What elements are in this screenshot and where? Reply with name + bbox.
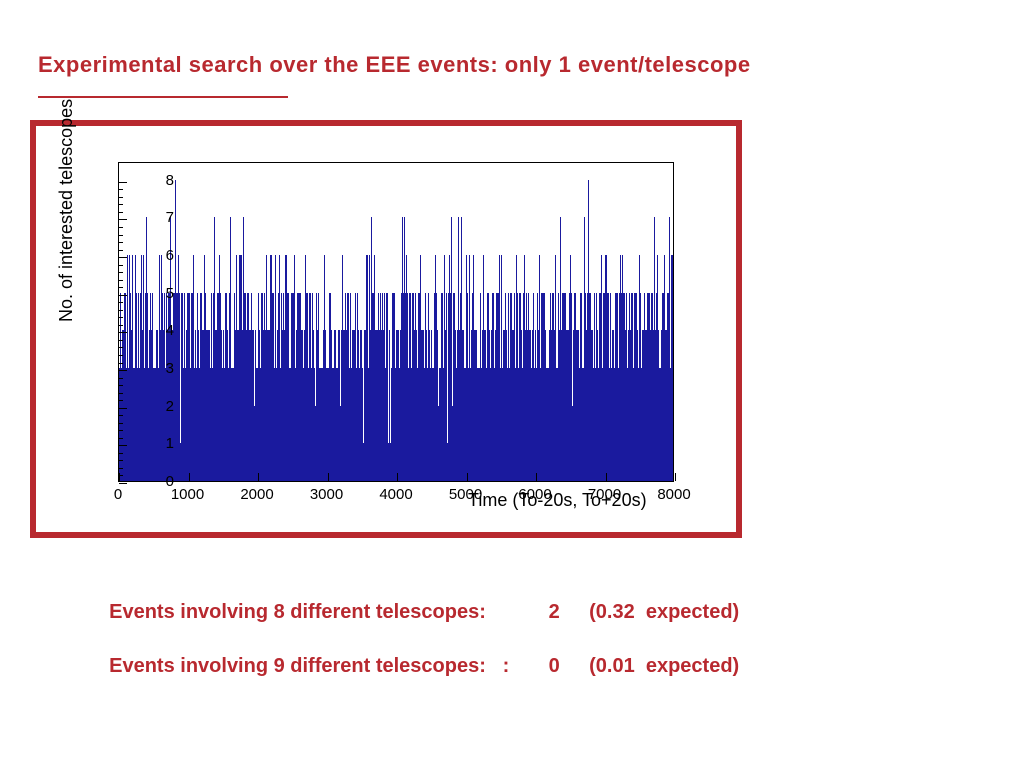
- x-tick-label: 8000: [657, 486, 690, 503]
- result-line-8: Events involving 8 different telescopes:…: [98, 578, 739, 624]
- x-tick-mark: [467, 473, 468, 481]
- chart-axes: [118, 162, 674, 482]
- y-tick-mark: [119, 332, 127, 333]
- y-tick-label: 6: [166, 247, 174, 264]
- y-minor-tick: [119, 393, 123, 394]
- title-text: Experimental search over the EEE events:…: [38, 52, 751, 77]
- x-tick-label: 7000: [588, 486, 621, 503]
- y-minor-tick: [119, 438, 123, 439]
- y-minor-tick: [119, 189, 123, 190]
- x-tick-mark: [258, 473, 259, 481]
- y-minor-tick: [119, 197, 123, 198]
- y-minor-tick: [119, 204, 123, 205]
- x-tick-mark: [397, 473, 398, 481]
- y-minor-tick: [119, 460, 123, 461]
- y-minor-tick: [119, 325, 123, 326]
- y-tick-mark: [119, 445, 127, 446]
- x-tick-label: 0: [114, 486, 122, 503]
- x-tick-label: 4000: [379, 486, 412, 503]
- y-minor-tick: [119, 340, 123, 341]
- y-minor-tick: [119, 302, 123, 303]
- x-tick-mark: [119, 473, 120, 481]
- y-minor-tick: [119, 235, 123, 236]
- y-tick-mark: [119, 257, 127, 258]
- y-minor-tick: [119, 212, 123, 213]
- y-minor-tick: [119, 310, 123, 311]
- x-tick-label: 6000: [518, 486, 551, 503]
- y-minor-tick: [119, 468, 123, 469]
- y-minor-tick: [119, 272, 123, 273]
- y-tick-label: 4: [166, 322, 174, 339]
- y-minor-tick: [119, 227, 123, 228]
- y-minor-tick: [119, 453, 123, 454]
- y-minor-tick: [119, 317, 123, 318]
- result-count: 2: [519, 601, 589, 624]
- y-tick-mark: [119, 219, 127, 220]
- y-tick-label: 7: [166, 209, 174, 226]
- x-tick-label: 2000: [240, 486, 273, 503]
- y-minor-tick: [119, 280, 123, 281]
- y-tick-mark: [119, 408, 127, 409]
- y-minor-tick: [119, 385, 123, 386]
- result-expected: (0.32 expected): [589, 601, 739, 624]
- y-minor-tick: [119, 265, 123, 266]
- result-label: Events involving 8 different telescopes:: [109, 601, 519, 624]
- result-expected: (0.01 expected): [589, 655, 739, 678]
- y-minor-tick: [119, 400, 123, 401]
- y-minor-tick: [119, 363, 123, 364]
- x-tick-mark: [606, 473, 607, 481]
- x-tick-mark: [675, 473, 676, 481]
- result-count: 0: [519, 655, 589, 678]
- y-minor-tick: [119, 250, 123, 251]
- y-minor-tick: [119, 415, 123, 416]
- y-minor-tick: [119, 347, 123, 348]
- plot-area: [119, 163, 673, 481]
- y-minor-tick: [119, 378, 123, 379]
- x-tick-mark: [189, 473, 190, 481]
- y-tick-mark: [119, 483, 127, 484]
- y-minor-tick: [119, 242, 123, 243]
- x-tick-mark: [536, 473, 537, 481]
- y-tick-label: 1: [166, 435, 174, 452]
- y-tick-label: 8: [166, 172, 174, 189]
- x-tick-mark: [328, 473, 329, 481]
- y-minor-tick: [119, 355, 123, 356]
- y-tick-mark: [119, 295, 127, 296]
- y-minor-tick: [119, 287, 123, 288]
- x-tick-label: 1000: [171, 486, 204, 503]
- title-underline: [38, 96, 288, 98]
- y-tick-label: 2: [166, 398, 174, 415]
- result-label: Events involving 9 different telescopes:…: [109, 655, 519, 678]
- y-axis-label: No. of interested telescopes: [56, 99, 77, 322]
- result-line-9: Events involving 9 different telescopes:…: [98, 632, 739, 678]
- x-tick-label: 3000: [310, 486, 343, 503]
- y-minor-tick: [119, 423, 123, 424]
- y-tick-mark: [119, 182, 127, 183]
- chart-frame: No. of interested telescopes Time (To-20…: [30, 120, 742, 538]
- page-title: Experimental search over the EEE events:…: [38, 52, 751, 78]
- x-tick-label: 5000: [449, 486, 482, 503]
- y-tick-label: 3: [166, 360, 174, 377]
- y-minor-tick: [119, 430, 123, 431]
- y-tick-label: 5: [166, 285, 174, 302]
- y-tick-mark: [119, 370, 127, 371]
